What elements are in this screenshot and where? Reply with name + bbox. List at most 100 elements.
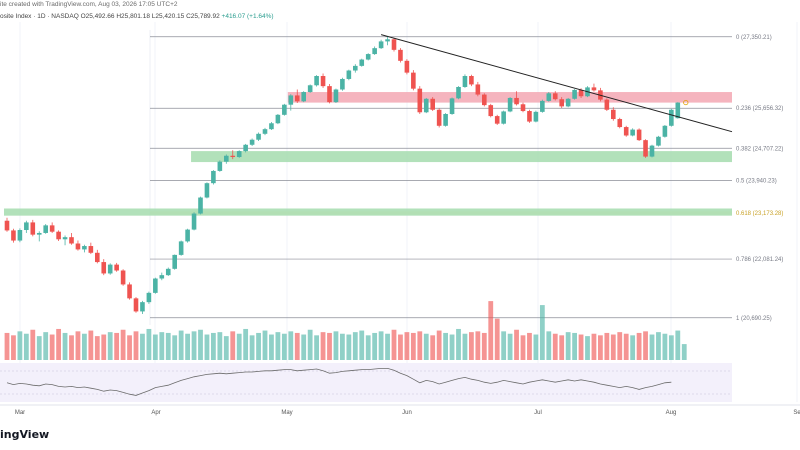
candle-body (482, 94, 487, 106)
volume-bar (572, 332, 577, 360)
candle-body (643, 140, 648, 157)
volume-bar (165, 332, 171, 360)
candle-body (49, 225, 55, 232)
candle-body (11, 230, 16, 241)
candle-body (30, 222, 36, 235)
candle-body (4, 220, 10, 231)
rsi-band (0, 363, 732, 402)
candle-body (43, 225, 48, 233)
candle-body (333, 89, 339, 103)
volume-bar (527, 332, 532, 360)
candle-body (56, 231, 61, 240)
volume-bar (598, 335, 603, 360)
chart-credit: ite created with TradingView.com, Aug 03… (0, 1, 178, 8)
candle-body (140, 302, 145, 312)
volume-bar (133, 331, 139, 360)
candle-body (159, 275, 165, 279)
x-tick-label: Jun (402, 410, 412, 416)
candle-body (243, 144, 248, 152)
x-tick-label: Jul (534, 410, 542, 416)
candle-body (288, 95, 294, 105)
volume-bar (36, 336, 42, 360)
volume-bar (314, 335, 319, 360)
candle-body (198, 197, 203, 214)
volume-bar (198, 329, 203, 360)
candle-body (307, 85, 313, 93)
candle-body (236, 151, 242, 158)
volume-bar (430, 335, 436, 360)
volume-bar (301, 334, 307, 360)
volume-bar (49, 334, 55, 360)
candle-body (436, 109, 442, 126)
volume-bar (636, 332, 642, 360)
volume-bar (630, 335, 636, 360)
volume-bar (565, 332, 571, 360)
x-tick-label: Mar (15, 410, 25, 416)
candle-body (114, 264, 119, 271)
candle-body (475, 84, 481, 95)
candle-body (617, 119, 623, 128)
volume-bar (475, 331, 481, 360)
fib-level-label: 0.786 (22,081.24) (736, 257, 783, 263)
symbol-name[interactable]: osite Index · 1D · NASDAQ (0, 13, 79, 20)
support-zone (4, 208, 732, 216)
candle-body (211, 170, 216, 184)
candle-body (456, 86, 461, 99)
x-tick-label: Aug (666, 410, 677, 416)
candle-body (443, 113, 448, 126)
volume-bar (604, 332, 610, 360)
volume-bar (462, 333, 468, 360)
volume-bar (152, 334, 158, 360)
volume-bar (211, 332, 216, 360)
volume-bar (146, 328, 152, 360)
candle-body (623, 127, 629, 136)
volume-bar (204, 334, 210, 360)
candle-body (501, 111, 506, 124)
candle-body (185, 229, 190, 242)
volume-bar (423, 333, 429, 360)
tradingview-brand: ingView (0, 428, 50, 441)
candle-body (217, 161, 223, 171)
volume-bar (372, 332, 378, 360)
volume-bar (359, 330, 365, 360)
volume-bar (114, 332, 120, 360)
candle-body (36, 232, 42, 235)
volume-bar (281, 333, 287, 360)
candle-body (320, 76, 326, 87)
volume-bar (643, 331, 648, 360)
candle-body (656, 136, 661, 146)
candle-body (552, 93, 558, 100)
volume-bar (559, 335, 565, 360)
candle-body (88, 246, 94, 253)
volume-bar (11, 335, 16, 360)
candle-body (385, 39, 390, 42)
candle-body (565, 98, 571, 107)
volume-bar (4, 332, 10, 360)
candle-body (662, 125, 668, 137)
volume-bar (62, 332, 68, 360)
volume-bar (410, 332, 416, 360)
volume-bar (243, 328, 249, 360)
volume-bar (320, 332, 326, 360)
volume-bar (456, 328, 461, 360)
candle-body (204, 183, 210, 198)
candle-body (636, 129, 642, 141)
fib-level-label: 0.618 (23,173.28) (736, 211, 783, 217)
volume-bar (675, 330, 681, 360)
candle-body (494, 116, 500, 124)
volume-bar (507, 333, 513, 360)
volume-bar (236, 333, 242, 360)
candle-body (69, 237, 74, 244)
volume-bar (514, 329, 519, 360)
last-price-marker (683, 99, 689, 106)
volume-bar (481, 332, 487, 360)
x-tick-label: Apr (151, 410, 160, 416)
candle-body (507, 97, 513, 112)
support-zone (191, 151, 733, 163)
candle-body (533, 111, 539, 122)
candle-body (224, 155, 229, 162)
volume-bar (269, 334, 274, 360)
volume-bar (327, 332, 332, 360)
volume-bar (275, 332, 281, 360)
